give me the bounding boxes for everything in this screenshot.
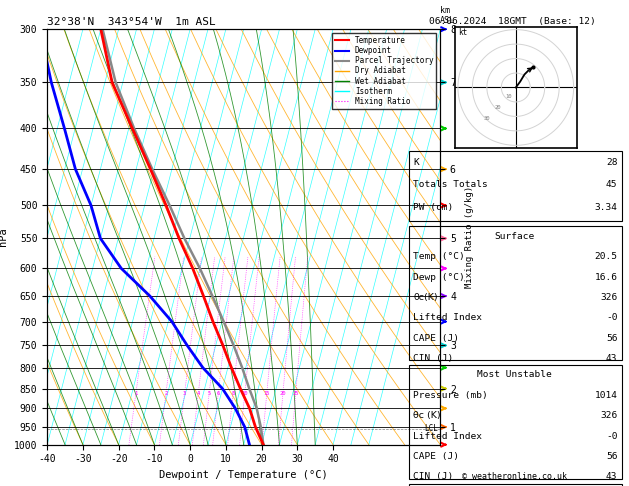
Text: 20.5: 20.5 bbox=[594, 252, 618, 261]
Text: 2: 2 bbox=[164, 391, 167, 396]
Text: Temp (°C): Temp (°C) bbox=[413, 252, 465, 261]
Text: -0: -0 bbox=[606, 432, 618, 441]
Text: CIN (J): CIN (J) bbox=[413, 354, 454, 364]
Text: 10: 10 bbox=[242, 391, 248, 396]
Legend: Temperature, Dewpoint, Parcel Trajectory, Dry Adiabat, Wet Adiabat, Isotherm, Mi: Temperature, Dewpoint, Parcel Trajectory… bbox=[332, 33, 437, 109]
Text: 20: 20 bbox=[280, 391, 286, 396]
Text: 16.6: 16.6 bbox=[594, 273, 618, 282]
Text: K: K bbox=[413, 158, 419, 167]
Text: km
ASL: km ASL bbox=[440, 6, 455, 25]
Text: 6: 6 bbox=[216, 391, 220, 396]
Text: PW (cm): PW (cm) bbox=[413, 203, 454, 212]
Text: Surface: Surface bbox=[494, 232, 534, 241]
Text: CAPE (J): CAPE (J) bbox=[413, 334, 459, 343]
Text: 43: 43 bbox=[606, 472, 618, 482]
Text: 4: 4 bbox=[197, 391, 200, 396]
Text: CAPE (J): CAPE (J) bbox=[413, 452, 459, 461]
Text: 15: 15 bbox=[264, 391, 270, 396]
Text: 1: 1 bbox=[134, 391, 138, 396]
Text: Lifted Index: Lifted Index bbox=[413, 313, 482, 323]
Text: 25: 25 bbox=[292, 391, 299, 396]
Text: CIN (J): CIN (J) bbox=[413, 472, 454, 482]
Text: 56: 56 bbox=[606, 452, 618, 461]
Text: 326: 326 bbox=[600, 293, 618, 302]
Text: 3.34: 3.34 bbox=[594, 203, 618, 212]
Text: Dewp (°C): Dewp (°C) bbox=[413, 273, 465, 282]
Text: 30: 30 bbox=[483, 116, 490, 121]
Text: LCL: LCL bbox=[425, 424, 438, 434]
Text: 326: 326 bbox=[600, 411, 618, 420]
Text: Lifted Index: Lifted Index bbox=[413, 432, 482, 441]
Text: θᴄ (K): θᴄ (K) bbox=[413, 411, 441, 420]
Text: 32°38'N  343°54'W  1m ASL: 32°38'N 343°54'W 1m ASL bbox=[47, 17, 216, 27]
Text: θᴄ(K): θᴄ(K) bbox=[413, 293, 438, 302]
Text: -0: -0 bbox=[606, 313, 618, 323]
Text: kt: kt bbox=[458, 28, 467, 37]
Text: 20: 20 bbox=[494, 105, 501, 110]
Text: 56: 56 bbox=[606, 334, 618, 343]
Text: 10: 10 bbox=[505, 94, 511, 99]
Text: 06.06.2024  18GMT  (Base: 12): 06.06.2024 18GMT (Base: 12) bbox=[429, 17, 596, 26]
Y-axis label: hPa: hPa bbox=[0, 227, 8, 246]
X-axis label: Dewpoint / Temperature (°C): Dewpoint / Temperature (°C) bbox=[159, 470, 328, 480]
Text: 8: 8 bbox=[231, 391, 235, 396]
Text: Most Unstable: Most Unstable bbox=[477, 370, 552, 380]
Text: Pressure (mb): Pressure (mb) bbox=[413, 391, 488, 400]
Text: 45: 45 bbox=[606, 180, 618, 190]
Text: 28: 28 bbox=[606, 158, 618, 167]
Text: 3: 3 bbox=[183, 391, 186, 396]
Text: 5: 5 bbox=[208, 391, 211, 396]
Text: © weatheronline.co.uk: © weatheronline.co.uk bbox=[462, 472, 567, 481]
Text: 1014: 1014 bbox=[594, 391, 618, 400]
Y-axis label: Mixing Ratio (g/kg): Mixing Ratio (g/kg) bbox=[465, 186, 474, 288]
Text: 43: 43 bbox=[606, 354, 618, 364]
Text: Totals Totals: Totals Totals bbox=[413, 180, 488, 190]
